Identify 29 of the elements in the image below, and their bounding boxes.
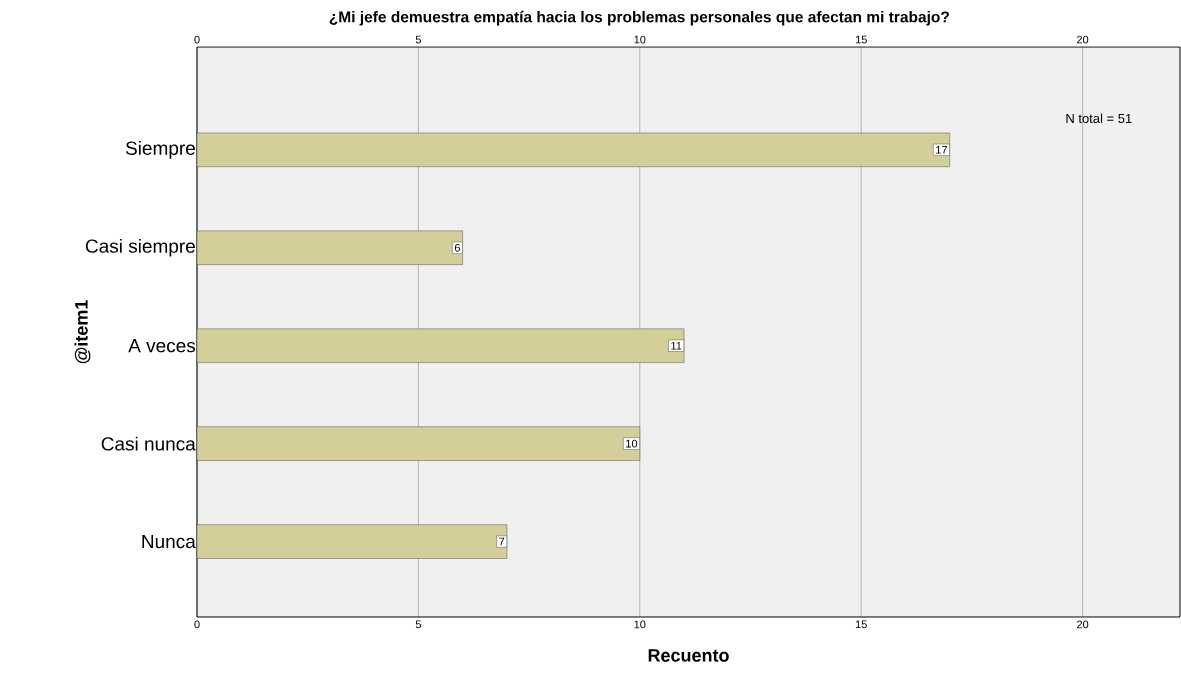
y-tick-label: Casi nunca	[101, 436, 196, 451]
bar	[196, 524, 508, 559]
y-tick-label: Casi siempre	[85, 238, 195, 257]
x-tick-label: 5	[415, 620, 421, 629]
x2-tick-label: 0	[194, 35, 200, 44]
x2-tick-label: 5	[415, 35, 421, 44]
y-tick-label: Nunca	[142, 534, 196, 549]
data-label: 17	[936, 146, 947, 154]
data-label: 11	[671, 341, 682, 350]
x2-tick-label: 10	[634, 35, 646, 44]
x-tick-label: 15	[855, 620, 867, 629]
data-label: 10	[626, 439, 638, 448]
annotation: N total = 51	[1066, 113, 1132, 124]
y-tick-label: A veces	[128, 339, 196, 353]
x-tick-label: 10	[634, 620, 646, 629]
x-axis-title: Recuento	[648, 649, 729, 662]
x2-tick-label: 20	[1077, 35, 1089, 44]
x-tick-label: 0	[194, 620, 200, 629]
y-tick-label: Siempre	[125, 140, 195, 159]
bar	[196, 426, 640, 461]
data-label: 6	[454, 243, 460, 252]
y-axis-title: @item1	[74, 300, 91, 364]
x-tick-label: 20	[1077, 620, 1089, 629]
chart-title: ¿Mi jefe demuestra empatía hacia los problemas personales que afectan mi trabajo?	[329, 10, 949, 26]
bar	[196, 328, 685, 363]
bar	[196, 230, 463, 265]
x2-tick-label: 15	[855, 35, 867, 44]
bar	[196, 132, 950, 167]
data-label: 7	[499, 537, 505, 546]
